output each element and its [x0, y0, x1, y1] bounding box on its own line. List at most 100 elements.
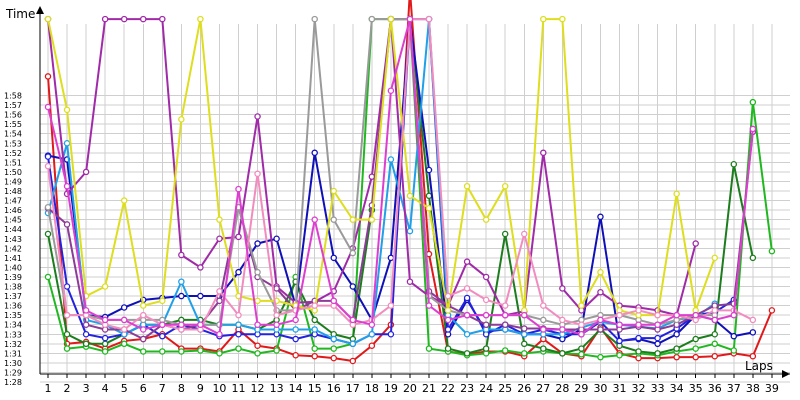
x-tick-label: 8	[178, 382, 185, 395]
x-tick-label: 20	[403, 382, 417, 395]
data-point	[673, 345, 680, 352]
data-point	[425, 345, 433, 352]
data-point	[349, 249, 357, 257]
data-point	[216, 330, 223, 338]
data-point	[406, 192, 414, 200]
data-point	[368, 330, 376, 338]
y-tick-label: 1:55	[4, 120, 22, 129]
data-point	[82, 321, 90, 328]
data-point	[501, 230, 509, 238]
data-point	[444, 307, 452, 314]
data-point	[578, 302, 585, 309]
data-point	[425, 302, 433, 309]
x-tick-label: 11	[232, 382, 246, 395]
data-point	[120, 197, 128, 204]
data-point	[311, 149, 318, 157]
data-point	[540, 15, 547, 23]
data-point	[654, 334, 661, 342]
series-11	[44, 15, 757, 333]
data-point	[673, 190, 680, 198]
x-tick-label: 18	[365, 382, 379, 395]
data-point	[540, 316, 547, 324]
data-point	[120, 326, 128, 333]
data-point	[559, 350, 566, 357]
data-point	[120, 304, 128, 311]
data-point	[349, 340, 357, 348]
data-point	[463, 350, 471, 357]
data-point	[521, 230, 528, 238]
x-tick-label: 2	[64, 382, 71, 395]
data-point	[139, 335, 147, 343]
data-point	[159, 15, 166, 23]
series-line	[47, 18, 754, 331]
data-point	[197, 264, 204, 271]
data-point	[521, 325, 528, 332]
x-tick-label: 26	[517, 382, 531, 395]
x-tick-label: 15	[308, 382, 322, 395]
data-point	[501, 321, 509, 328]
data-point	[178, 251, 185, 259]
data-point	[387, 302, 395, 309]
y-tick-label: 1:30	[4, 359, 22, 368]
data-point	[597, 326, 604, 333]
data-point	[273, 347, 280, 354]
x-tick-label: 6	[140, 382, 147, 395]
data-point	[197, 15, 204, 23]
data-point	[159, 348, 166, 355]
data-point	[597, 316, 604, 324]
data-point	[311, 302, 318, 309]
data-point	[44, 15, 52, 23]
data-point	[673, 353, 680, 361]
data-point	[559, 316, 566, 324]
data-point	[178, 292, 185, 300]
series-9	[44, 15, 719, 328]
x-tick-label: 12	[251, 382, 265, 395]
data-point	[387, 87, 395, 94]
y-tick-label: 1:31	[4, 349, 22, 358]
y-tick-label: 1:43	[4, 235, 22, 244]
data-point	[178, 116, 185, 123]
data-point	[749, 329, 757, 336]
y-tick-label: 1:33	[4, 330, 22, 339]
data-point	[368, 15, 376, 23]
y-tick-label: 1:58	[4, 92, 22, 101]
data-point	[235, 185, 242, 193]
y-tick-label: 1:53	[4, 139, 22, 148]
data-point	[235, 321, 242, 328]
data-point	[254, 113, 261, 120]
data-point	[578, 321, 585, 328]
data-point	[444, 316, 452, 324]
data-point	[501, 182, 509, 190]
data-point	[730, 311, 738, 319]
series-line	[47, 18, 716, 317]
data-point	[597, 268, 604, 276]
data-point	[311, 216, 318, 223]
data-point	[521, 311, 528, 319]
data-point	[254, 350, 261, 357]
x-tick-label: 19	[384, 382, 398, 395]
x-tick-label: 16	[327, 382, 341, 395]
y-tick-label: 1:38	[4, 283, 22, 292]
data-point	[63, 221, 71, 228]
y-tick-label: 1:48	[4, 187, 22, 196]
data-point	[197, 292, 204, 300]
data-point	[463, 258, 471, 265]
data-point	[235, 311, 242, 319]
data-point	[749, 254, 757, 262]
y-tick-label: 1:39	[4, 273, 22, 282]
data-point	[482, 296, 490, 304]
data-point	[292, 352, 299, 359]
data-point	[482, 216, 490, 223]
data-point	[44, 162, 52, 170]
y-tick-label: 1:54	[4, 130, 22, 139]
x-tick-label: 5	[121, 382, 128, 395]
data-point	[749, 316, 757, 324]
data-point	[216, 297, 223, 305]
data-point	[711, 352, 719, 360]
data-point	[63, 345, 71, 352]
data-point	[559, 326, 566, 333]
data-point	[349, 357, 357, 365]
y-tick-label: 1:42	[4, 244, 22, 253]
data-point	[273, 235, 280, 242]
